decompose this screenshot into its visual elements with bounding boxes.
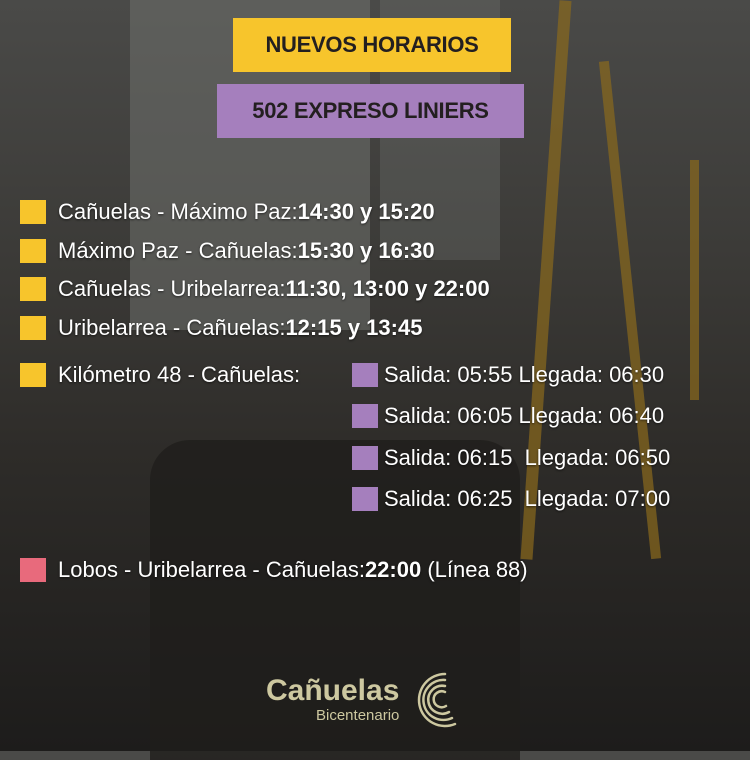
purple-bullet-icon — [352, 487, 378, 511]
logo-tagline: Bicentenario — [316, 707, 400, 724]
route-times: 22:00 — [364, 557, 422, 582]
canuelas-logo: Cañuelas Bicentenario — [266, 668, 465, 732]
route-name: Cañuelas - Uribelarrea: — [58, 276, 286, 301]
route-times: 14:30 y 15:20 — [297, 199, 435, 224]
route-row-lobos: Lobos - Uribelarrea - Cañuelas: 22:00 (L… — [20, 557, 528, 583]
logo-name: Cañuelas — [266, 674, 400, 707]
yellow-bullet-icon — [20, 239, 46, 263]
schedule-item: Salida: 05:55 Llegada: 06:30 — [352, 362, 664, 388]
title-banner: NUEVOS HORARIOS — [233, 18, 511, 72]
yellow-bullet-icon — [20, 316, 46, 340]
schedule-text: Salida: 06:25 Llegada: 07:00 — [384, 486, 671, 511]
schedule-text: Salida: 06:05 Llegada: 06:40 — [384, 403, 665, 428]
route-name: Cañuelas - Máximo Paz: — [58, 199, 298, 224]
route-times: 12:15 y 13:45 — [285, 315, 423, 340]
yellow-bullet-icon — [20, 363, 46, 387]
schedule-item: Salida: 06:15 Llegada: 06:50 — [352, 445, 670, 471]
route-name: Uribelarrea - Cañuelas: — [58, 315, 286, 340]
route-row: Cañuelas - Uribelarrea: 11:30, 13:00 y 2… — [20, 276, 490, 302]
purple-bullet-icon — [352, 404, 378, 428]
concentric-arcs-icon — [418, 672, 457, 728]
route-row: Máximo Paz - Cañuelas: 15:30 y 16:30 — [20, 238, 435, 264]
route-times: 15:30 y 16:30 — [297, 238, 435, 263]
yellow-bullet-icon — [20, 200, 46, 224]
purple-bullet-icon — [352, 446, 378, 470]
subtitle-banner: 502 EXPRESO LINIERS — [217, 84, 524, 138]
route-row: Cañuelas - Máximo Paz: 14:30 y 15:20 — [20, 199, 435, 225]
schedule-item: Salida: 06:05 Llegada: 06:40 — [352, 403, 664, 429]
route-name: Kilómetro 48 - Cañuelas: — [58, 362, 301, 387]
route-name: Lobos - Uribelarrea - Cañuelas: — [58, 557, 365, 582]
route-row-km48: Kilómetro 48 - Cañuelas: — [20, 362, 300, 388]
purple-bullet-icon — [352, 363, 378, 387]
schedule-item: Salida: 06:25 Llegada: 07:00 — [352, 486, 670, 512]
schedule-text: Salida: 06:15 Llegada: 06:50 — [384, 445, 671, 470]
route-note: (Línea 88) — [421, 557, 528, 582]
schedule-text: Salida: 05:55 Llegada: 06:30 — [384, 362, 665, 387]
route-name: Máximo Paz - Cañuelas: — [58, 238, 298, 263]
pink-bullet-icon — [20, 558, 46, 582]
route-row: Uribelarrea - Cañuelas: 12:15 y 13:45 — [20, 315, 422, 341]
route-times: 11:30, 13:00 y 22:00 — [285, 276, 490, 301]
yellow-bullet-icon — [20, 277, 46, 301]
